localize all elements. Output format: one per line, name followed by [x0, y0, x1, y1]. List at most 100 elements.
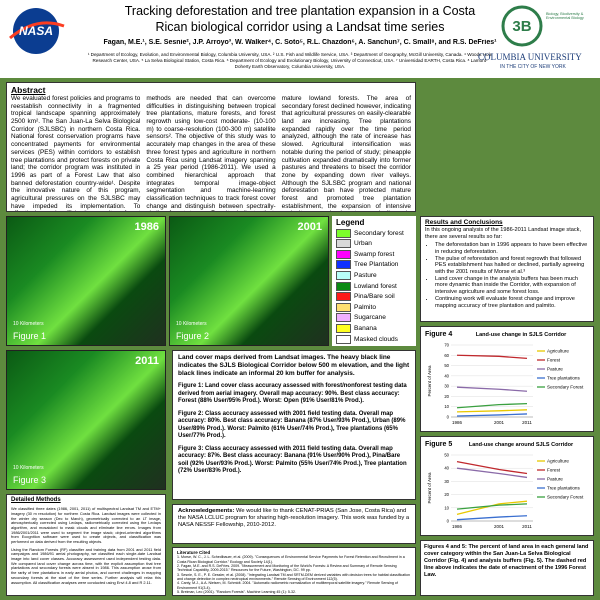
- chart-title: Land-use change around SJLS Corridor: [469, 442, 574, 448]
- series-line: [456, 460, 528, 475]
- figure-caption: Figures 4 and 5: The percent of land are…: [420, 540, 594, 596]
- y-axis-label: Percent of Area: [427, 365, 432, 397]
- scale-value: 10: [13, 465, 19, 471]
- series-line: [456, 413, 528, 417]
- legend-label: Agriculture: [547, 349, 569, 354]
- legend-label: Secondary Forest: [547, 495, 584, 500]
- result-bullet: Continuing work will evaluate forest cha…: [435, 296, 589, 309]
- landcover-caption: Figure 3: Class accuracy assessed with 2…: [178, 445, 407, 475]
- legend-label: Pasture: [547, 367, 563, 372]
- map-figure: Figure 1: [13, 331, 47, 341]
- x-tick-label: 2011: [522, 524, 532, 529]
- x-tick-label: 1986: [452, 420, 463, 425]
- literature: Literature Cited 1. Morse, W. C., J. L. …: [172, 547, 416, 596]
- y-tick-label: 0: [447, 519, 450, 524]
- legend-label: Banana: [354, 324, 377, 332]
- legend-label: Pina/Bare soil: [354, 293, 395, 301]
- affiliations: ¹ Department of Ecology, Evolution, and …: [87, 52, 493, 69]
- series-line: [456, 500, 528, 516]
- university-sub: IN THE CITY OF NEW YORK: [500, 64, 566, 70]
- legend-swatch: [336, 270, 351, 280]
- y-tick-label: 70: [444, 343, 449, 348]
- legend-item: Masked clouds: [336, 334, 412, 344]
- map-figure: Figure 2: [176, 331, 210, 341]
- landcover-intro: Land cover maps derived from Landsat ima…: [178, 354, 410, 378]
- acknowledgements: Acknowledgements: We would like to thank…: [172, 504, 416, 544]
- y-axis-label: Percent of Area: [427, 472, 432, 504]
- y-tick-label: 40: [444, 373, 449, 378]
- x-tick-label: 2011: [522, 420, 532, 425]
- legend-label: Sugarcane: [354, 314, 386, 322]
- y-tick-label: 30: [444, 384, 449, 389]
- y-tick-label: 20: [444, 492, 449, 497]
- legend-swatch: [336, 239, 351, 249]
- figure-label: Figure 5: [425, 441, 452, 448]
- literature-item: 3. Sesnie, S. E., P. E. Gessler, et al. …: [177, 572, 410, 581]
- series-line: [456, 354, 528, 360]
- literature-item: 1. Morse, W. C., J. L. Schedlbauer, et a…: [177, 555, 405, 564]
- legend-label: Agriculture: [547, 459, 569, 464]
- abstract-heading: Abstract: [11, 85, 46, 95]
- legend-items: Secondary forest Urban Swamp forest Tree Pl…: [336, 228, 412, 344]
- legend-swatch: [336, 228, 351, 238]
- literature-item: 2. Fagan, M.E. and R.S. DeFries. 2009. "…: [177, 564, 397, 573]
- legend-item: Urban: [336, 239, 412, 249]
- results-heading: Results and Conclusions: [425, 219, 503, 226]
- scale-unit: Kilometers: [19, 465, 44, 471]
- result-bullet: The pulse of reforestation and forest re…: [435, 256, 589, 276]
- results-intro: In this ongoing analysis of the 1986-201…: [425, 226, 582, 240]
- legend-label: Lowland forest: [354, 282, 397, 290]
- landcover-caption: Figure 2: Class accuracy assessed with 2…: [178, 410, 406, 440]
- abstract-column: We evaluated forest policies and program…: [11, 95, 141, 211]
- legend-label: Secondary forest: [354, 229, 404, 237]
- results-box: Results and Conclusions In this ongoing …: [420, 216, 594, 322]
- y-tick-label: 50: [444, 453, 449, 458]
- y-tick-label: 40: [444, 466, 449, 471]
- map-year: 2011: [135, 355, 159, 367]
- y-tick-label: 60: [444, 353, 449, 358]
- nasa-text: NASA: [19, 24, 53, 38]
- map-year: 2001: [297, 221, 322, 233]
- legend-item: Secondary forest: [336, 228, 412, 238]
- scale: 10 Kilometers: [13, 465, 44, 471]
- legend-item: Pasture: [336, 270, 412, 280]
- legend-item: Lowland forest: [336, 281, 412, 291]
- landcover-caption: Figure 1: Land cover class accuracy asse…: [178, 383, 407, 405]
- legend-label: Tree Plantation: [354, 261, 399, 269]
- legend-label: Tree plantations: [547, 486, 580, 491]
- series-line: [456, 467, 528, 479]
- methods-paragraph: We classified three dates (1986, 2001, 2…: [11, 506, 161, 544]
- legend-swatch: [336, 323, 351, 333]
- legend-label: Palmito: [354, 303, 376, 311]
- y-tick-label: 50: [444, 363, 449, 368]
- y-tick-label: 30: [444, 479, 449, 484]
- x-tick-label: 1986: [452, 524, 463, 529]
- legend-label: Forest: [547, 358, 561, 363]
- landcover-captions: Figure 1: Land cover class accuracy asse…: [178, 383, 410, 476]
- ack-heading: Acknowledgements:: [178, 508, 235, 514]
- map-year: 1986: [134, 221, 159, 233]
- legend-swatch: [336, 281, 351, 291]
- abstract-columns: We evaluated forest policies and program…: [11, 95, 411, 211]
- legend-label: Pasture: [547, 477, 563, 482]
- abstract-column: methods are needed that can overcome dif…: [146, 95, 276, 211]
- series-line: [456, 402, 528, 409]
- scale: 10 Kilometers: [13, 321, 44, 327]
- legend-item: Tree Plantation: [336, 260, 412, 270]
- literature-item: 5. Breiman, Leo (2001). "Random Forests"…: [177, 589, 297, 594]
- methods-heading: Detailed Methods: [11, 497, 61, 503]
- legend-swatch: [336, 249, 351, 259]
- authors: Fagan, M.E.¹, S.E. Sesnie², J.P. Arroyo³…: [103, 39, 497, 46]
- legend-label: Tree plantations: [547, 376, 580, 381]
- series-line: [456, 386, 528, 392]
- legend-swatch: [336, 302, 351, 312]
- header: NASA Tracking deforestation and tree pla…: [0, 0, 600, 78]
- literature-item: 4. Canty, M.J., A.A. Nielsen, M. Schmidt…: [177, 581, 398, 590]
- methods-paragraph: Using the Random Forests (RF) classifier…: [11, 546, 161, 585]
- abstract-box: Abstract We evaluated forest policies an…: [6, 82, 416, 212]
- series-line: [456, 503, 528, 510]
- series-line: [456, 409, 528, 413]
- legend-heading: Legend: [336, 218, 365, 227]
- y-tick-label: 10: [444, 404, 449, 409]
